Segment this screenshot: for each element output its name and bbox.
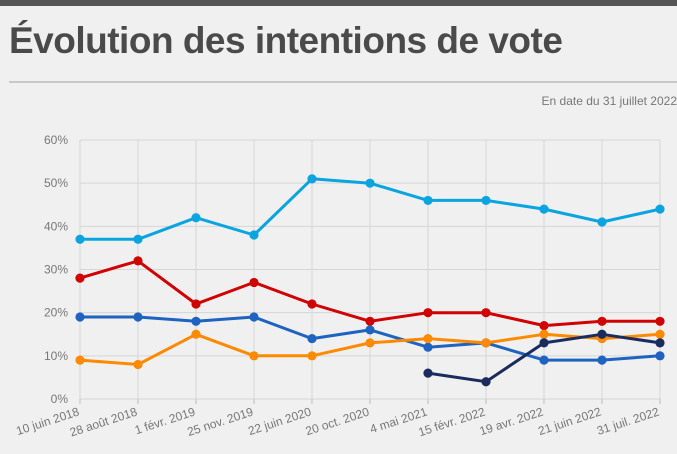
data-point-cyan[interactable]	[249, 230, 259, 240]
data-point-cyan[interactable]	[75, 234, 85, 244]
data-point-cyan[interactable]	[655, 204, 665, 214]
data-point-navy[interactable]	[655, 338, 665, 348]
date-note: En date du 31 juillet 2022	[541, 94, 677, 108]
data-point-cyan[interactable]	[365, 178, 375, 188]
title-divider	[9, 81, 677, 83]
data-point-blue[interactable]	[191, 316, 201, 326]
data-point-orange[interactable]	[481, 338, 491, 348]
x-tick-label: 31 juil. 2022	[595, 404, 661, 437]
data-point-red[interactable]	[423, 308, 433, 318]
data-point-cyan[interactable]	[307, 174, 317, 184]
top-bar	[0, 0, 677, 6]
data-point-blue[interactable]	[655, 351, 665, 361]
data-point-blue[interactable]	[133, 312, 143, 322]
data-point-cyan[interactable]	[191, 213, 201, 223]
y-tick-label: 40%	[44, 219, 68, 233]
data-point-orange[interactable]	[539, 329, 549, 339]
data-point-cyan[interactable]	[423, 195, 433, 206]
data-point-blue[interactable]	[75, 312, 85, 322]
data-point-blue[interactable]	[423, 342, 433, 352]
data-point-blue[interactable]	[539, 355, 549, 365]
x-tick-label: 22 juin 2020	[246, 404, 313, 438]
data-point-blue[interactable]	[307, 333, 317, 344]
data-point-cyan[interactable]	[133, 234, 143, 244]
x-tick-label: 19 avr. 2022	[478, 404, 545, 438]
data-point-orange[interactable]	[133, 359, 143, 370]
data-point-blue[interactable]	[249, 312, 259, 322]
data-point-orange[interactable]	[75, 355, 85, 365]
grid	[79, 139, 661, 404]
x-tick-label: 15 févr. 2022	[417, 404, 488, 439]
x-tick-label: 25 nov. 2019	[185, 404, 255, 439]
data-point-cyan[interactable]	[539, 204, 549, 214]
data-point-red[interactable]	[249, 277, 259, 288]
data-point-navy[interactable]	[423, 368, 433, 378]
data-point-navy[interactable]	[597, 329, 607, 339]
y-tick-label: 20%	[44, 306, 68, 320]
y-tick-label: 50%	[44, 176, 68, 190]
x-tick-label: 21 juin 2022	[536, 404, 603, 438]
y-tick-label: 0%	[51, 392, 69, 406]
data-point-orange[interactable]	[307, 351, 317, 361]
x-tick-label: 20 oct. 2020	[304, 404, 371, 438]
data-point-orange[interactable]	[655, 329, 665, 339]
y-tick-label: 10%	[44, 349, 68, 363]
y-tick-label: 60%	[44, 133, 68, 147]
x-tick-label: 28 août 2018	[68, 404, 139, 439]
data-point-navy[interactable]	[539, 338, 549, 348]
data-point-red[interactable]	[481, 308, 491, 318]
data-point-red[interactable]	[133, 256, 143, 266]
data-point-red[interactable]	[655, 316, 665, 326]
series-points	[75, 174, 665, 387]
data-point-navy[interactable]	[481, 377, 491, 387]
page-title: Évolution des intentions de vote	[9, 20, 563, 61]
data-point-red[interactable]	[307, 299, 317, 309]
data-point-orange[interactable]	[249, 351, 259, 361]
data-point-red[interactable]	[365, 316, 375, 326]
y-axis-ticks: 0% 10% 20% 30% 40% 50% 60%	[44, 133, 68, 406]
data-point-orange[interactable]	[365, 338, 375, 348]
data-point-red[interactable]	[539, 321, 549, 331]
data-point-blue[interactable]	[597, 355, 607, 365]
data-point-orange[interactable]	[423, 333, 433, 344]
data-point-cyan[interactable]	[481, 195, 491, 206]
data-point-red[interactable]	[75, 273, 85, 283]
data-point-red[interactable]	[597, 316, 607, 326]
y-tick-label: 30%	[44, 263, 68, 277]
data-point-red[interactable]	[191, 299, 201, 309]
data-point-blue[interactable]	[365, 325, 375, 335]
data-point-cyan[interactable]	[597, 217, 607, 227]
data-point-orange[interactable]	[191, 329, 201, 339]
